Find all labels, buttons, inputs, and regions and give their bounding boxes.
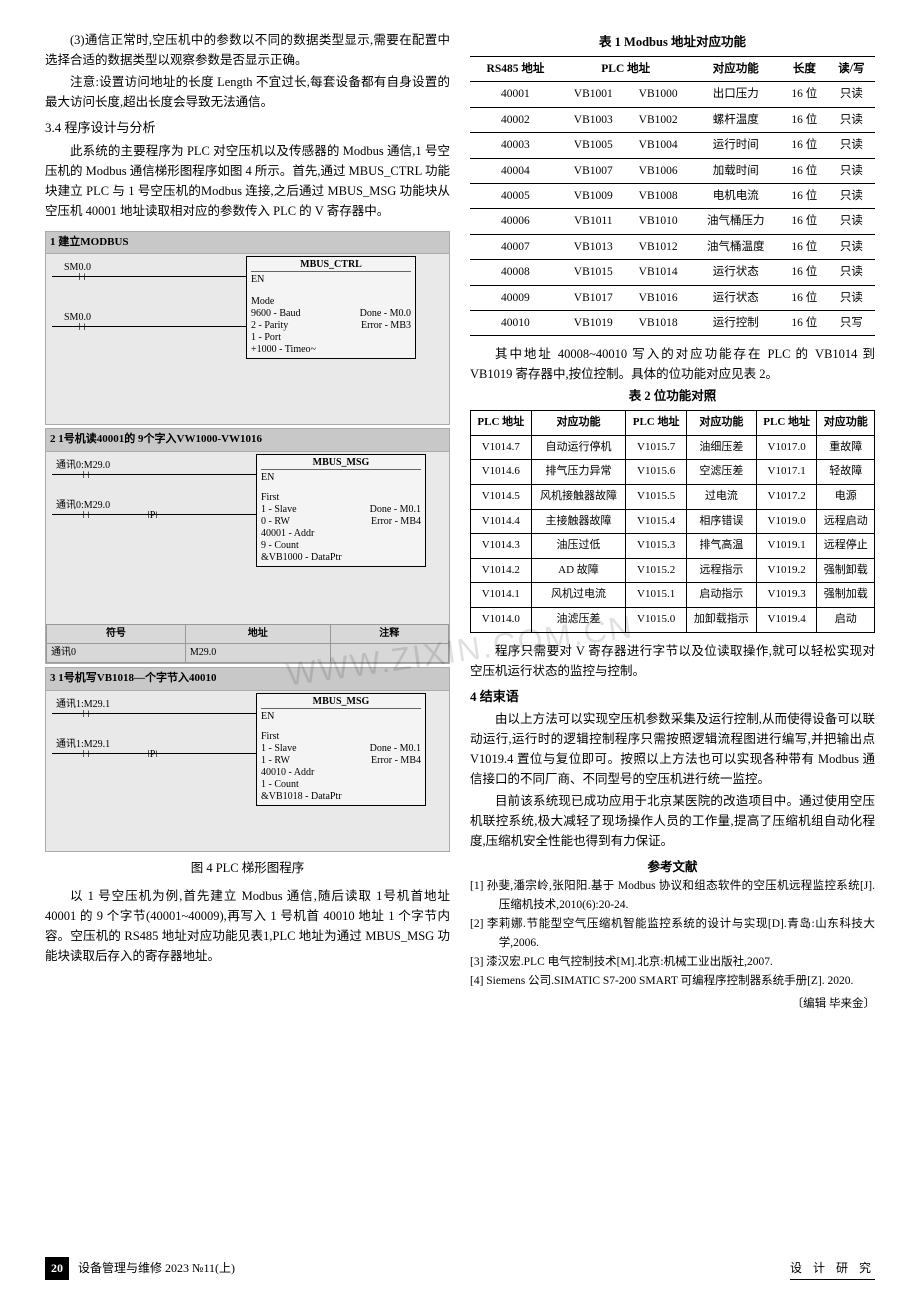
- table-row: V1014.0油滤压差V1015.0加卸载指示V1019.4启动: [471, 608, 875, 633]
- reference-item: [2] 李莉娜.节能型空气压缩机智能监控系统的设计与实现[D].青岛:山东科技大…: [470, 915, 875, 952]
- conclusion-a: 由以上方法可以实现空压机参数采集及运行控制,从而使得设备可以联动运行,运行时的逻…: [470, 709, 875, 789]
- table-row: 40007VB1013VB1012油气桶温度16 位只读: [470, 234, 875, 259]
- reference-item: [1] 孙斐,潘宗岭,张阳阳.基于 Modbus 协议和组态软件的空压机远程监控…: [470, 877, 875, 914]
- mid-para: 其中地址 40008~40010 写入的对应功能存在 PLC 的 VB1014 …: [470, 344, 875, 384]
- ladder-block-3: 3 1号机写VB1018—个字节入40010 通讯1:M29.1 ⊣ ⊢ 通讯1…: [45, 667, 450, 852]
- table-row: 40004VB1007VB1006加载时间16 位只读: [470, 158, 875, 183]
- section-4: 4 结束语: [470, 687, 875, 708]
- figure-4: 1 建立MODBUS SM0.0 ⊣ ⊢ MBUS_CTRL EN Mode 9…: [45, 231, 450, 878]
- ladder-block-1: 1 建立MODBUS SM0.0 ⊣ ⊢ MBUS_CTRL EN Mode 9…: [45, 231, 450, 426]
- references-list: [1] 孙斐,潘宗岭,张阳阳.基于 Modbus 协议和组态软件的空压机远程监控…: [470, 877, 875, 990]
- table-row: 40002VB1003VB1002螺杆温度16 位只读: [470, 107, 875, 132]
- table-2: PLC 地址对应功能 PLC 地址对应功能 PLC 地址对应功能 V1014.7…: [470, 410, 875, 632]
- table-row: 40006VB1011VB1010油气桶压力16 位只读: [470, 209, 875, 234]
- table-row: 40005VB1009VB1008电机电流16 位只读: [470, 183, 875, 208]
- table-row: V1014.2AD 故障V1015.2远程指示V1019.2强制卸载: [471, 558, 875, 583]
- para-vreg: 程序只需要对 V 寄存器进行字节以及位读取操作,就可以轻松实现对空压机运行状态的…: [470, 641, 875, 681]
- conclusion-b: 目前该系统现已成功应用于北京某医院的改造项目中。通过使用空压机联控系统,极大减轻…: [470, 791, 875, 851]
- table-row: 40008VB1015VB1014运行状态16 位只读: [470, 260, 875, 285]
- footer-left: 20 设备管理与维修 2023 №11(上): [45, 1257, 235, 1280]
- para-program: 此系统的主要程序为 PLC 对空压机以及传感器的 Modbus 通信,1 号空压…: [45, 141, 450, 221]
- footer-section: 设 计 研 究: [790, 1259, 875, 1280]
- table-row: 40009VB1017VB1016运行状态16 位只读: [470, 285, 875, 310]
- table-row: V1014.6排气压力异常V1015.6空滤压差V1017.1轻故障: [471, 460, 875, 485]
- symbol-table: 符号地址注释 通讯0M29.0: [46, 624, 449, 663]
- references-title: 参考文献: [470, 857, 875, 877]
- table-1: RS485 地址 PLC 地址 对应功能 长度 读/写 40001VB1001V…: [470, 56, 875, 336]
- left-column: (3)通信正常时,空压机中的参数以不同的数据类型显示,需要在配置中选择合适的数据…: [45, 30, 450, 1013]
- journal-info: 设备管理与维修 2023 №11(上): [78, 1261, 235, 1275]
- table-row: V1014.4主接触器故障V1015.4相序错误V1019.0远程启动: [471, 509, 875, 534]
- table-row: 40001VB1001VB1000出口压力16 位只读: [470, 82, 875, 107]
- table-row: 40010VB1019VB1018运行控制16 位只写: [470, 310, 875, 335]
- mbus-msg-block-2: MBUS_MSG EN First 1 - SlaveDone - M0.1 1…: [256, 693, 426, 806]
- mbus-msg-block-1: MBUS_MSG EN First 1 - SlaveDone - M0.1 0…: [256, 454, 426, 567]
- table-row: V1014.1风机过电流V1015.1启动指示V1019.3强制加载: [471, 583, 875, 608]
- table-row: V1014.3油压过低V1015.3排气高温V1019.1远程停止: [471, 534, 875, 559]
- para-example: 以 1 号空压机为例,首先建立 Modbus 通信,随后读取 1号机首地址 40…: [45, 886, 450, 966]
- page-footer: 20 设备管理与维修 2023 №11(上) 设 计 研 究: [45, 1257, 875, 1280]
- ladder-block-2: 2 1号机读40001的 9个字入VW1000-VW1016 通讯0:M29.0…: [45, 428, 450, 664]
- editor-line: 〔编辑 毕来金〕: [470, 995, 875, 1013]
- mbus-ctrl-block: MBUS_CTRL EN Mode 9600 - BaudDone - M0.0…: [246, 256, 416, 359]
- table-row: V1014.7自动运行停机V1015.7油细压差V1017.0重故障: [471, 435, 875, 460]
- reference-item: [4] Siemens 公司.SIMATIC S7-200 SMART 可编程序…: [470, 972, 875, 990]
- para-3-comm: (3)通信正常时,空压机中的参数以不同的数据类型显示,需要在配置中选择合适的数据…: [45, 30, 450, 70]
- reference-item: [3] 漆汉宏.PLC 电气控制技术[M].北京:机械工业出版社,2007.: [470, 953, 875, 971]
- page-number: 20: [45, 1257, 69, 1280]
- table-1-title: 表 1 Modbus 地址对应功能: [470, 32, 875, 52]
- table-2-title: 表 2 位功能对照: [470, 386, 875, 406]
- note-length: 注意:设置访问地址的长度 Length 不宜过长,每套设备都有自身设置的最大访问…: [45, 72, 450, 112]
- table-row: 40003VB1005VB1004运行时间16 位只读: [470, 133, 875, 158]
- section-3-4: 3.4 程序设计与分析: [45, 118, 450, 139]
- table-row: V1014.5风机接触器故障V1015.5过电流V1017.2电源: [471, 485, 875, 510]
- right-column: 表 1 Modbus 地址对应功能 RS485 地址 PLC 地址 对应功能 长…: [470, 30, 875, 1013]
- table-2-body: V1014.7自动运行停机V1015.7油细压差V1017.0重故障V1014.…: [471, 435, 875, 632]
- figure-4-caption: 图 4 PLC 梯形图程序: [45, 858, 450, 878]
- table-1-body: 40001VB1001VB1000出口压力16 位只读40002VB1003VB…: [470, 82, 875, 336]
